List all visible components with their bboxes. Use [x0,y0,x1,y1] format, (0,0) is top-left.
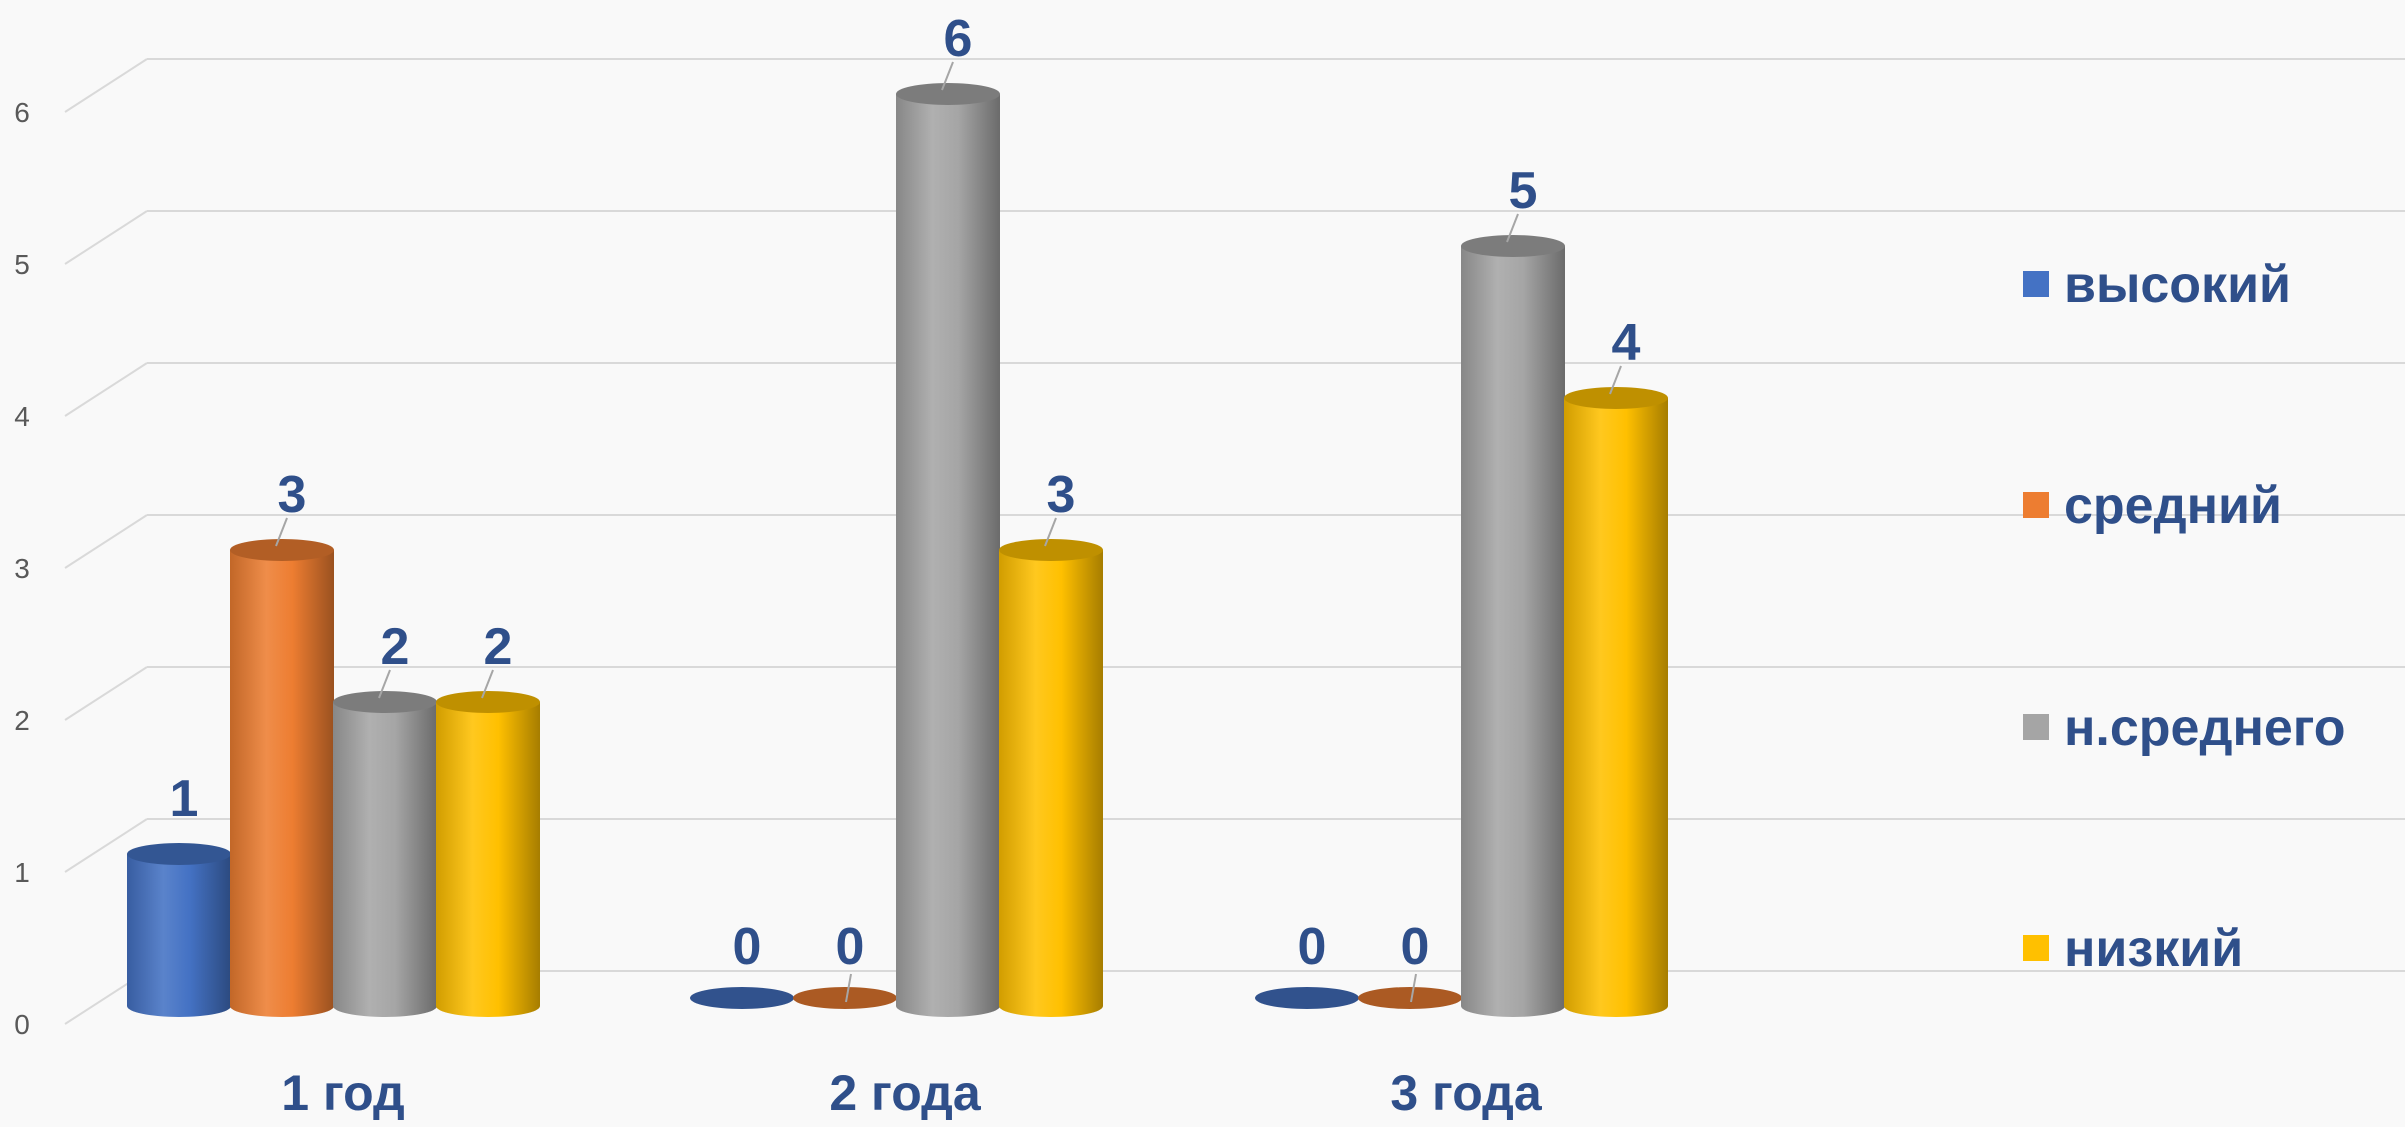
y-tick-label: 3 [14,553,30,584]
legend-label: низкий [2064,920,2243,978]
bar [690,987,794,1009]
bar-top [127,843,231,865]
bar-body [230,550,334,1017]
legend: высокий средний н.среднего низкий [2023,256,2346,978]
data-label: 3 [1047,466,1076,524]
bar-zero-disc [1255,987,1359,1009]
data-label: 5 [1509,162,1538,220]
data-label: 2 [381,618,410,676]
data-label: 3 [278,466,307,524]
bar-body [1564,398,1668,1017]
gridline-depth [64,58,148,113]
data-labels: 1 3 2 2 0 0 6 3 0 0 5 4 [170,10,1641,1003]
bar-body [999,550,1103,1017]
bar-top [230,539,334,561]
legend-label: высокий [2064,256,2291,314]
y-tick-label: 2 [14,705,30,736]
gridline-depth [64,514,148,569]
leader-line [1410,973,1417,1003]
y-tick-label: 4 [14,401,30,432]
y-tick-label: 0 [14,1009,30,1040]
bar [1358,987,1462,1009]
y-tick-label: 5 [14,249,30,280]
bar [793,987,897,1009]
data-label: 0 [1401,918,1430,976]
legend-item: высокий [2023,256,2291,314]
bar [1461,235,1565,1017]
bar-top [436,691,540,713]
x-category-label: 1 год [281,1065,405,1121]
leader-line [845,973,852,1003]
leader-line [1609,365,1622,395]
bar-zero-disc [793,987,897,1009]
data-label: 4 [1612,314,1641,372]
bar-body [896,94,1000,1017]
bar [333,691,437,1017]
bar-body [1461,246,1565,1017]
bar-top [1461,235,1565,257]
legend-swatch [2023,271,2049,297]
bar [230,539,334,1017]
bar-zero-disc [1358,987,1462,1009]
data-label: 1 [170,770,199,828]
bar-top [999,539,1103,561]
bar [999,539,1103,1017]
leader-line [378,669,391,699]
bar-top [896,83,1000,105]
bar [896,83,1000,1017]
legend-label: средний [2064,477,2282,535]
leader-line [941,61,954,91]
data-label: 0 [733,918,762,976]
bars [127,83,1668,1017]
gridline-depth [64,362,148,417]
gridline-depth [64,818,148,873]
x-category-label: 2 года [829,1065,981,1121]
bar-body [127,854,231,1017]
y-tick-label: 6 [14,97,30,128]
data-label: 2 [484,618,513,676]
legend-swatch [2023,935,2049,961]
x-category-label: 3 года [1390,1065,1542,1121]
bar [1255,987,1359,1009]
leader-line [275,517,288,547]
legend-item: н.среднего [2023,699,2346,757]
leader-line [481,669,494,699]
bar [127,843,231,1017]
legend-item: средний [2023,477,2282,535]
data-label: 0 [1298,918,1327,976]
bar-top [333,691,437,713]
bar-body [333,702,437,1017]
bar [1564,387,1668,1017]
bar-body [436,702,540,1017]
data-label: 6 [944,10,973,68]
gridline-depth [64,666,148,721]
bar [436,691,540,1017]
gridline-depth [64,210,148,265]
y-axis-ticks: 0 1 2 3 4 5 6 [14,97,30,1040]
bar-top [1564,387,1668,409]
legend-label: н.среднего [2064,699,2346,757]
data-label: 0 [836,918,865,976]
legend-item: низкий [2023,920,2243,978]
x-axis-categories: 1 год 2 года 3 года [281,1065,1543,1121]
legend-swatch [2023,492,2049,518]
y-tick-label: 1 [14,857,30,888]
leader-line [1044,517,1057,547]
bar-zero-disc [690,987,794,1009]
leader-line [1506,213,1519,243]
legend-swatch [2023,714,2049,740]
